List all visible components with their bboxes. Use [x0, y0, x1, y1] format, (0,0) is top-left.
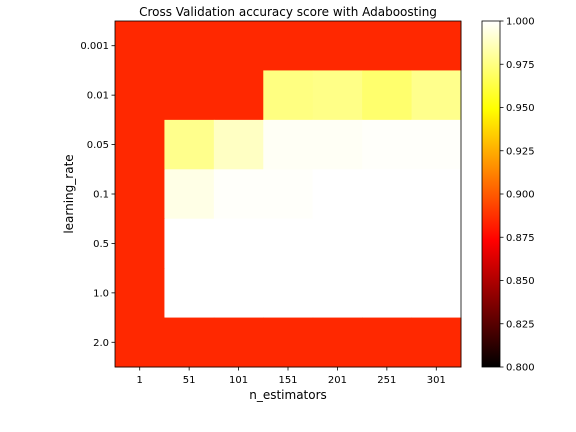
colorbar-tick-label: 0.975 — [506, 60, 535, 71]
heatmap-cell — [312, 169, 363, 220]
x-tick-label: 51 — [183, 375, 196, 386]
heatmap-cell — [362, 317, 413, 368]
heatmap-cell — [164, 70, 215, 121]
heatmap-cell — [164, 268, 215, 319]
heatmap-cell — [411, 268, 462, 319]
heatmap-cell — [213, 218, 264, 269]
y-axis-ticks: 0.001 0.01 0.05 0.1 0.5 1.0 2.0 — [80, 41, 115, 349]
heatmap-cell — [362, 119, 413, 170]
heatmap-cell — [115, 169, 165, 220]
heatmap-cell — [263, 169, 314, 220]
heatmap-cell — [164, 119, 215, 170]
heatmap-cell — [213, 169, 264, 220]
heatmap-cell — [213, 21, 264, 71]
colorbar-ticks: 0.800 0.825 0.850 0.875 0.900 0.925 0.950 0.975… — [500, 17, 535, 374]
y-tick-label: 1.0 — [93, 288, 109, 299]
y-axis-label: learning_rate — [62, 154, 76, 233]
heatmap-cell — [263, 218, 314, 269]
heatmap-cell — [362, 218, 413, 269]
heatmap-cell — [164, 169, 215, 220]
heatmap-cell — [115, 268, 165, 319]
x-axis-label: n_estimators — [249, 388, 327, 402]
heatmap-cell — [411, 317, 462, 368]
y-tick-label: 0.05 — [87, 140, 109, 151]
y-tick-label: 0.01 — [87, 91, 109, 102]
heatmap-cell — [164, 218, 215, 269]
chart-title: Cross Validation accuracy score with Ada… — [139, 5, 437, 19]
heatmap-cell — [263, 268, 314, 319]
heatmap-cell — [213, 70, 264, 121]
heatmap-cell — [312, 218, 363, 269]
x-tick-label: 201 — [328, 375, 347, 386]
y-tick-label: 0.001 — [80, 41, 109, 52]
x-tick-label: 101 — [229, 375, 248, 386]
heatmap-cell — [263, 119, 314, 170]
heatmap-cell — [411, 119, 462, 170]
heatmap-cell — [411, 218, 462, 269]
x-tick-label: 251 — [377, 375, 396, 386]
y-tick-label: 0.5 — [93, 239, 109, 250]
x-tick-label: 151 — [278, 375, 297, 386]
x-tick-label: 301 — [427, 375, 446, 386]
colorbar-tick-label: 1.000 — [506, 17, 535, 28]
heatmap-cell — [411, 169, 462, 220]
heatmap-cell — [362, 169, 413, 220]
heatmap-cell — [115, 70, 165, 121]
heatmap-cell — [115, 119, 165, 170]
heatmap-cell — [115, 218, 165, 269]
colorbar-tick-label: 0.825 — [506, 319, 535, 330]
heatmap-cells — [115, 21, 462, 368]
y-tick-label: 2.0 — [93, 338, 109, 349]
colorbar — [481, 20, 501, 368]
x-tick-label: 1 — [137, 375, 143, 386]
x-axis-ticks: 1 51 101 151 201 251 301 — [137, 367, 446, 386]
heatmap-cell — [411, 21, 462, 71]
heatmap-cell — [213, 268, 264, 319]
colorbar-tick-label: 0.875 — [506, 233, 535, 244]
heatmap-cell — [164, 317, 215, 368]
colorbar-tick-label: 0.850 — [506, 276, 535, 287]
heatmap-cell — [362, 21, 413, 71]
heatmap-cell — [115, 317, 165, 368]
heatmap-cell — [263, 70, 314, 121]
heatmap-cell — [312, 268, 363, 319]
heatmap-cell — [312, 317, 363, 368]
colorbar-tick-label: 0.925 — [506, 146, 535, 157]
heatmap-cell — [263, 317, 314, 368]
heatmap-cell — [362, 268, 413, 319]
heatmap-cell — [312, 21, 363, 71]
y-tick-label: 0.1 — [93, 190, 109, 201]
heatmap-cell — [312, 70, 363, 121]
heatmap-cell — [312, 119, 363, 170]
heatmap-cell — [115, 21, 165, 71]
colorbar-tick-label: 0.800 — [506, 363, 535, 374]
heatmap-cell — [164, 21, 215, 71]
heatmap-cell — [263, 21, 314, 71]
heatmap-cell — [213, 317, 264, 368]
heatmap-cell — [362, 70, 413, 121]
heatmap-cell — [213, 119, 264, 170]
colorbar-tick-label: 0.900 — [506, 190, 535, 201]
colorbar-tick-label: 0.950 — [506, 103, 535, 114]
heatmap-cell — [411, 70, 462, 121]
